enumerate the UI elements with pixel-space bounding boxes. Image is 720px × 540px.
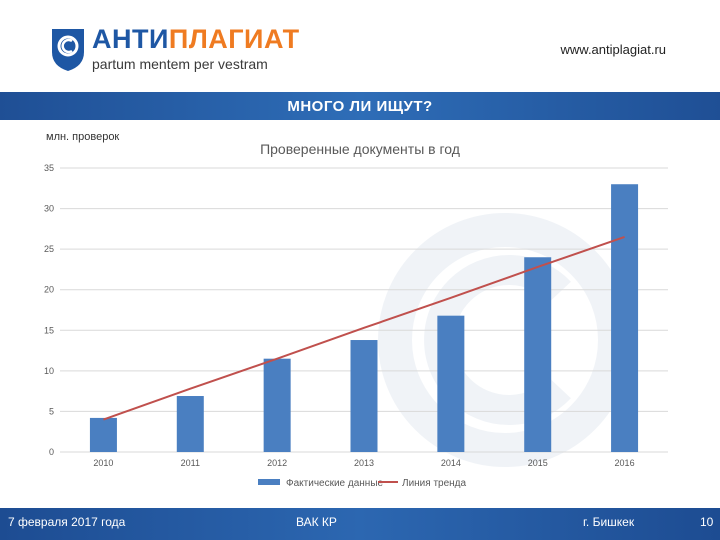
x-tick-label-2011: 2011 [181,458,200,468]
y-axis-label: млн. проверок [46,131,119,143]
x-tick-label-2012: 2012 [267,458,287,468]
x-tick-label-2014: 2014 [441,458,461,468]
y-tick-label: 0 [49,447,54,457]
y-tick-label: 35 [44,163,54,173]
bar-2014 [437,315,465,452]
y-tick-label: 25 [44,244,54,254]
chart-legend: Фактические данные Линия тренда [258,478,467,489]
y-tick-label: 20 [44,285,54,295]
brand-name: АНТИПЛАГИАТ [92,24,300,55]
section-title: МНОГО ЛИ ИЩУТ? [287,98,433,115]
brand-tagline: partum mentem per vestram [92,56,268,72]
bar-2012 [263,358,291,452]
bar-2015 [524,257,552,452]
site-url[interactable]: www.antiplagiat.ru [560,42,667,57]
trend-line [103,236,625,421]
bar-series [89,184,639,452]
legend-swatch-actual [258,479,280,485]
x-tick-label-2013: 2013 [354,458,374,468]
x-tick-labels: 2010 2011 2012 2013 2014 2015 2016 [93,458,634,468]
bar-2013 [350,340,378,452]
y-tick-label: 30 [44,204,54,214]
y-tick-labels: 0 5 10 15 20 25 30 35 [44,163,54,457]
header: АНТИПЛАГИАТ partum mentem per vestram ww… [0,0,720,88]
copyright-watermark-icon [378,213,632,467]
bar-2011 [176,396,204,452]
chart-title: Проверенные документы в год [260,141,460,157]
footer-city: г. Бишкек [583,515,635,529]
section-banner: МНОГО ЛИ ИЩУТ? [0,92,720,120]
footer: 7 февраля 2017 года ВАК КР г. Бишкек 10 [0,508,720,540]
y-tick-label: 15 [44,325,54,335]
bar-2016 [611,184,639,452]
trend-series [103,236,625,421]
footer-page-number: 10 [700,515,714,529]
x-tick-label-2015: 2015 [528,458,548,468]
footer-date: 7 февраля 2017 года [8,515,126,529]
x-tick-label-2010: 2010 [93,458,113,468]
brand-suffix: ПЛАГИАТ [168,24,300,54]
y-tick-label: 5 [49,406,54,416]
brand-prefix: АНТИ [92,24,169,54]
legend-label-trend: Линия тренда [402,478,467,489]
footer-organization: ВАК КР [296,515,337,529]
y-tick-label: 10 [44,366,54,376]
antiplagiat-logo[interactable]: АНТИПЛАГИАТ partum mentem per vestram [50,24,299,78]
shield-logo-icon [52,29,84,71]
x-tick-label-2016: 2016 [615,458,635,468]
bar-2010 [89,417,117,452]
legend-label-actual: Фактические данные [286,478,384,489]
